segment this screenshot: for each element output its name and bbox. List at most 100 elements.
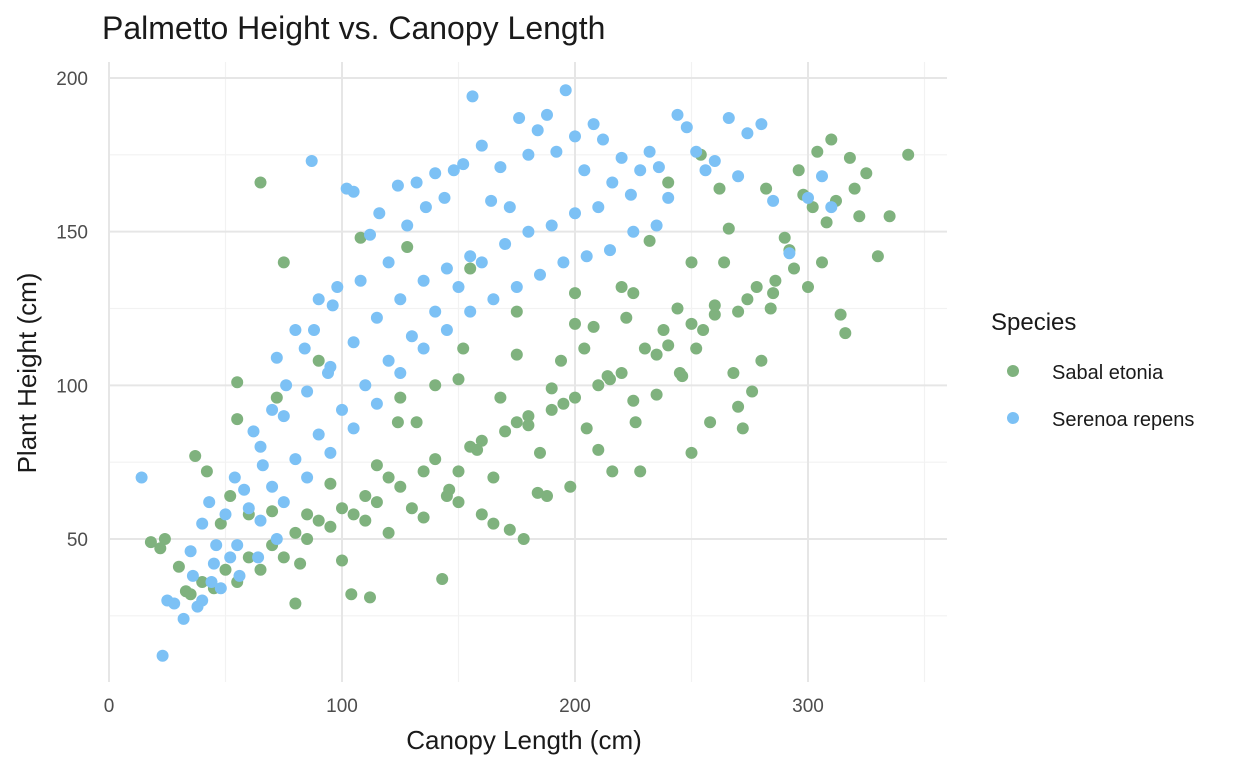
- data-point: [769, 274, 782, 287]
- data-point: [298, 342, 311, 355]
- data-point: [277, 410, 290, 423]
- data-point: [457, 158, 470, 171]
- data-point: [615, 281, 628, 293]
- data-point: [578, 342, 591, 355]
- data-point: [755, 354, 768, 367]
- data-point: [336, 502, 348, 515]
- data-point: [550, 145, 563, 158]
- data-point: [853, 210, 866, 223]
- data-point: [792, 164, 805, 177]
- data-point: [312, 354, 325, 367]
- y-axis-label: Plant Height (cm): [12, 273, 42, 474]
- data-point: [634, 465, 647, 478]
- data-point: [464, 262, 477, 275]
- data-point: [464, 305, 477, 318]
- data-point: [843, 151, 856, 164]
- data-point: [177, 612, 190, 625]
- data-point: [650, 388, 663, 401]
- data-point: [522, 419, 535, 432]
- data-point: [722, 222, 735, 235]
- data-point: [578, 164, 591, 177]
- data-point: [569, 391, 581, 404]
- data-point: [312, 428, 325, 441]
- legend: Species Sabal etonia Serenoa repens: [991, 309, 1194, 431]
- data-point: [382, 526, 395, 539]
- data-point: [184, 545, 197, 558]
- data-point: [883, 210, 896, 223]
- data-point: [266, 480, 279, 493]
- data-point: [196, 576, 209, 588]
- data-point: [466, 90, 479, 103]
- data-point: [242, 502, 255, 515]
- data-point: [534, 446, 546, 459]
- data-point: [364, 228, 376, 241]
- data-point: [627, 225, 640, 238]
- data-point: [277, 496, 290, 509]
- data-point: [364, 591, 376, 604]
- data-point: [270, 391, 283, 404]
- data-point: [405, 502, 418, 515]
- data-point: [802, 191, 814, 204]
- data-point: [475, 508, 488, 521]
- data-point: [606, 465, 619, 478]
- data-point: [429, 379, 442, 392]
- data-point: [557, 256, 570, 269]
- data-point: [401, 241, 414, 253]
- data-point: [373, 207, 386, 220]
- data-point: [652, 161, 665, 174]
- data-point: [604, 373, 616, 386]
- data-point: [767, 194, 780, 207]
- data-point: [289, 597, 302, 610]
- data-point: [308, 324, 320, 336]
- data-point: [811, 145, 824, 158]
- data-point: [825, 133, 838, 146]
- data-point: [252, 551, 265, 564]
- data-point: [417, 465, 430, 478]
- data-point: [391, 416, 404, 429]
- data-point: [224, 490, 237, 502]
- data-point: [708, 308, 721, 321]
- data-point: [205, 576, 218, 588]
- data-point: [606, 176, 619, 189]
- data-point: [370, 496, 383, 509]
- data-point: [671, 302, 684, 315]
- series-sabal: [144, 133, 915, 610]
- data-point: [326, 299, 339, 312]
- data-point: [242, 551, 255, 564]
- x-axis-ticks: 0 100 200 300: [104, 696, 824, 717]
- data-point: [382, 256, 395, 269]
- data-point: [231, 376, 244, 389]
- y-tick-label: 100: [56, 376, 88, 397]
- data-point: [839, 327, 852, 340]
- data-point: [494, 161, 507, 174]
- data-point: [569, 130, 581, 143]
- legend-marker-serenoa: [1007, 412, 1019, 424]
- data-point: [231, 413, 244, 426]
- legend-title: Species: [991, 309, 1076, 336]
- data-point: [487, 517, 500, 530]
- data-point: [704, 416, 717, 429]
- data-point: [494, 391, 507, 404]
- data-point: [189, 450, 202, 462]
- data-point: [615, 367, 628, 379]
- data-point: [569, 287, 581, 300]
- data-point: [569, 317, 581, 330]
- data-point: [231, 539, 244, 552]
- data-point: [156, 649, 169, 662]
- data-point: [168, 597, 181, 610]
- data-point: [662, 176, 675, 189]
- data-point: [440, 324, 453, 336]
- data-point: [301, 385, 314, 398]
- data-point: [820, 216, 833, 229]
- data-point: [816, 256, 828, 269]
- data-point: [487, 293, 500, 306]
- data-point: [545, 219, 558, 232]
- data-point: [238, 483, 251, 496]
- data-point: [417, 511, 430, 524]
- data-point: [620, 311, 633, 324]
- legend-label-sabal: Sabal etonia: [1052, 362, 1164, 384]
- data-point: [555, 354, 567, 367]
- data-point: [196, 517, 209, 530]
- data-point: [487, 471, 500, 484]
- data-point: [370, 397, 383, 410]
